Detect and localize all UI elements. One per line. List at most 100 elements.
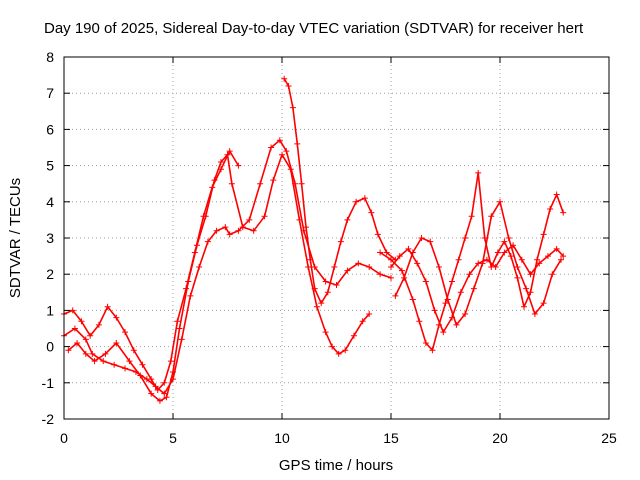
data-point (307, 256, 314, 263)
data-point (222, 224, 229, 231)
data-point (329, 343, 336, 350)
data-point (283, 148, 290, 155)
series-track-6 (388, 242, 567, 336)
data-point (355, 260, 362, 267)
data-point (167, 358, 174, 365)
data-point (268, 144, 275, 151)
data-point (311, 263, 318, 270)
data-point (91, 358, 98, 365)
data-point (501, 249, 508, 256)
data-point (279, 151, 285, 158)
data-point (217, 158, 224, 165)
data-point (418, 235, 425, 241)
data-point (196, 263, 203, 270)
data-point (337, 238, 344, 245)
data-point (285, 82, 292, 89)
series-line (379, 172, 565, 352)
data-point (523, 285, 530, 292)
data-point (113, 314, 120, 321)
data-point (296, 216, 303, 223)
data-point (87, 332, 94, 339)
data-point (311, 285, 318, 292)
data-point (122, 365, 129, 372)
data-point (122, 329, 129, 336)
data-point (69, 307, 76, 314)
data-point (344, 267, 351, 274)
data-point (507, 253, 514, 260)
data-point (531, 311, 538, 318)
data-point (549, 271, 556, 278)
data-point (342, 347, 349, 354)
data-point (209, 184, 216, 191)
data-point (405, 245, 412, 252)
data-point (113, 339, 120, 346)
series-track-3 (281, 75, 399, 307)
y-tick-label: 8 (46, 49, 54, 65)
data-point (239, 224, 246, 231)
series-track-5 (377, 169, 567, 354)
data-point (331, 263, 338, 270)
data-point (170, 368, 176, 375)
x-tick-label: 25 (601, 430, 617, 446)
data-point (235, 227, 242, 234)
data-point (427, 238, 434, 245)
data-point (497, 198, 503, 205)
series-track-1 (61, 137, 394, 397)
data-point (294, 140, 301, 147)
x-tick-label: 15 (383, 430, 399, 446)
data-point (540, 231, 547, 238)
data-point (65, 347, 72, 354)
data-point (457, 289, 464, 296)
data-point (246, 216, 253, 223)
series-track-7 (392, 198, 565, 328)
y-tick-label: 3 (46, 230, 54, 246)
data-point (518, 256, 525, 263)
data-point (82, 350, 89, 357)
y-tick-label: 6 (46, 121, 54, 137)
data-point (409, 296, 416, 303)
data-point (501, 238, 508, 245)
data-point (374, 231, 381, 238)
data-point (156, 397, 163, 404)
data-point (178, 336, 185, 343)
series-line (67, 153, 371, 402)
data-point (257, 180, 264, 187)
data-point (453, 321, 460, 328)
data-point (520, 303, 527, 310)
series-track-2 (65, 151, 373, 404)
data-point (148, 390, 155, 397)
data-point (388, 274, 394, 281)
data-point (431, 307, 438, 314)
y-axis-label: SDTVAR / TECUs (7, 178, 24, 298)
data-point (527, 289, 534, 296)
y-tick-label: 2 (46, 266, 54, 282)
data-point (333, 282, 340, 289)
data-point (102, 350, 109, 357)
data-point (104, 303, 111, 310)
data-point (78, 318, 85, 325)
data-point (455, 256, 462, 263)
data-point (401, 274, 408, 281)
data-point (74, 339, 81, 346)
data-point (200, 213, 207, 220)
data-point (174, 318, 181, 325)
data-point (281, 75, 288, 82)
data-point (416, 318, 423, 325)
data-point (213, 227, 220, 234)
data-point (148, 376, 155, 383)
data-point (302, 224, 309, 231)
data-point (353, 198, 360, 205)
data-point (553, 191, 560, 198)
data-point (544, 253, 551, 260)
data-point (298, 180, 305, 187)
data-point (483, 256, 490, 263)
data-point (137, 372, 144, 379)
series-line (394, 201, 562, 326)
data-point (161, 390, 168, 397)
data-point (361, 195, 368, 202)
data-point (466, 271, 473, 278)
data-point (377, 249, 384, 256)
data-point (261, 213, 268, 220)
data-point (492, 263, 499, 270)
data-point (494, 249, 501, 256)
